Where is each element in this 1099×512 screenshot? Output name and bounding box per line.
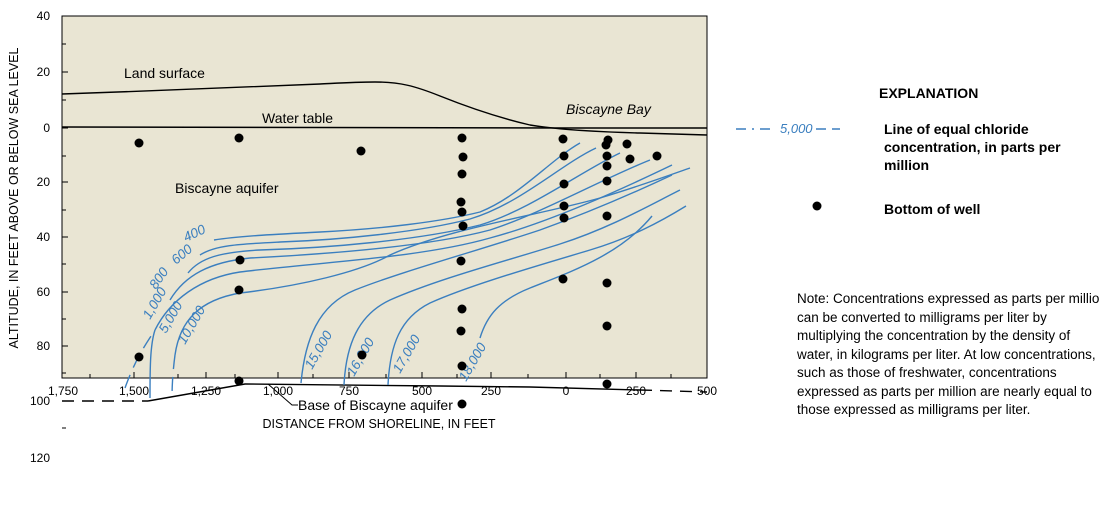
water-table-line (61, 126, 707, 129)
well-dot (356, 146, 366, 156)
well-dot (625, 154, 635, 164)
note-text: Note: Concentrations expressed as parts … (797, 291, 1099, 417)
y-tick-label: 120 (30, 451, 50, 465)
base-aquifer-label: Base of Biscayne aquifer (298, 397, 453, 413)
base-aquifer-leader (267, 383, 298, 406)
contour-line-17000 (387, 205, 687, 386)
y-tick-label: 60 (37, 285, 51, 299)
well-dot (602, 161, 612, 171)
contour-line-400 (213, 142, 581, 241)
contour-line-800 (187, 152, 621, 274)
well-dot (558, 274, 568, 284)
well-dot (559, 213, 569, 223)
contour-line-16000 (343, 189, 681, 386)
contour-line-10000 (174, 167, 691, 356)
x-tick-label: 250 (481, 384, 501, 398)
well-dot (234, 376, 244, 386)
well-dot (357, 350, 367, 360)
chloride-contours (154, 142, 691, 386)
well-dot (457, 361, 467, 371)
well-dot (134, 352, 144, 362)
x-tick-label: 1,500 (119, 384, 149, 398)
y-tick-label: 100 (30, 394, 50, 408)
well-dot (457, 169, 467, 179)
well-dot (602, 321, 612, 331)
well-dot (456, 197, 466, 207)
x-tick-label: 500 (697, 384, 717, 398)
land-surface-label: Land surface (124, 65, 205, 81)
well-dot (559, 151, 569, 161)
x-tick-label: 1,750 (48, 384, 78, 398)
explanation-title: EXPLANATION (879, 85, 979, 101)
y-axis-label: ALTITUDE, IN FEET ABOVE OR BELOW SEA LEV… (7, 47, 21, 348)
base-aquifer-line (147, 383, 641, 402)
well-dot (235, 255, 245, 265)
contour-line-1000 (169, 159, 651, 301)
y-tick-label: 20 (37, 175, 51, 189)
contour-dash-left-2 (171, 354, 176, 399)
contour-line-600 (199, 147, 597, 256)
legend-well-label: Bottom of well (884, 201, 981, 217)
y-tick-label: 40 (37, 230, 51, 244)
well-dot (601, 140, 611, 150)
well-dot (134, 138, 144, 148)
well-dot (602, 278, 612, 288)
plot-labels: Land surface Water table Biscayne Bay Bi… (124, 65, 652, 413)
well-dot (559, 201, 569, 211)
y-tick-label: 40 (37, 9, 51, 23)
well-dot (457, 133, 467, 143)
wells (134, 133, 662, 409)
biscayne-bay-label: Biscayne Bay (566, 101, 652, 117)
contour-line-18000 (479, 215, 653, 339)
contour-dashed-parts (124, 329, 176, 399)
well-dot (602, 211, 612, 221)
x-tick-label: 500 (412, 384, 432, 398)
well-dot (457, 207, 467, 217)
well-dot (456, 326, 466, 336)
y-axis-ticks (62, 15, 68, 429)
well-dot (602, 379, 612, 389)
well-dot (652, 151, 662, 161)
plot-area (61, 15, 708, 379)
well-dot (558, 134, 568, 144)
contour-line-5000-lower (149, 329, 156, 399)
contour-line-5000 (154, 164, 673, 331)
water-table-label: Water table (262, 110, 333, 126)
well-dot (458, 152, 468, 162)
legend-contour-label: Line of equal chloride concentration, in… (884, 121, 1061, 173)
well-dot (622, 139, 632, 149)
y-tick-label: 20 (37, 65, 51, 79)
x-tick-labels: 1,750 1,500 1,250 1,000 750 500 250 0 25… (48, 384, 717, 398)
y-tick-label: 80 (37, 339, 51, 353)
y-tick-labels: 40 20 0 20 40 60 80 100 120 (30, 9, 50, 465)
x-tick-label: 1,000 (263, 384, 293, 398)
legend-well-dot (812, 201, 822, 211)
contour-dash-left-1 (124, 329, 156, 389)
legend-contour-value: 5,000 (780, 121, 813, 136)
well-dot (456, 256, 466, 266)
well-dot (457, 304, 467, 314)
well-dot (457, 399, 467, 409)
well-dot (602, 151, 612, 161)
y-tick-label: 0 (43, 121, 50, 135)
well-dot (234, 133, 244, 143)
x-tick-label: 0 (563, 384, 570, 398)
biscayne-aquifer-label: Biscayne aquifer (175, 180, 279, 196)
x-tick-label: 250 (626, 384, 646, 398)
x-axis-ticks (61, 372, 708, 378)
well-dot (559, 179, 569, 189)
well-dot (234, 285, 244, 295)
well-dot (602, 176, 612, 186)
well-dot (458, 221, 468, 231)
base-aquifer-dashed-right (639, 389, 708, 393)
x-axis-label: DISTANCE FROM SHORELINE, IN FEET (262, 417, 495, 431)
contour-line-15000 (300, 174, 673, 384)
x-tick-label: 750 (339, 384, 359, 398)
